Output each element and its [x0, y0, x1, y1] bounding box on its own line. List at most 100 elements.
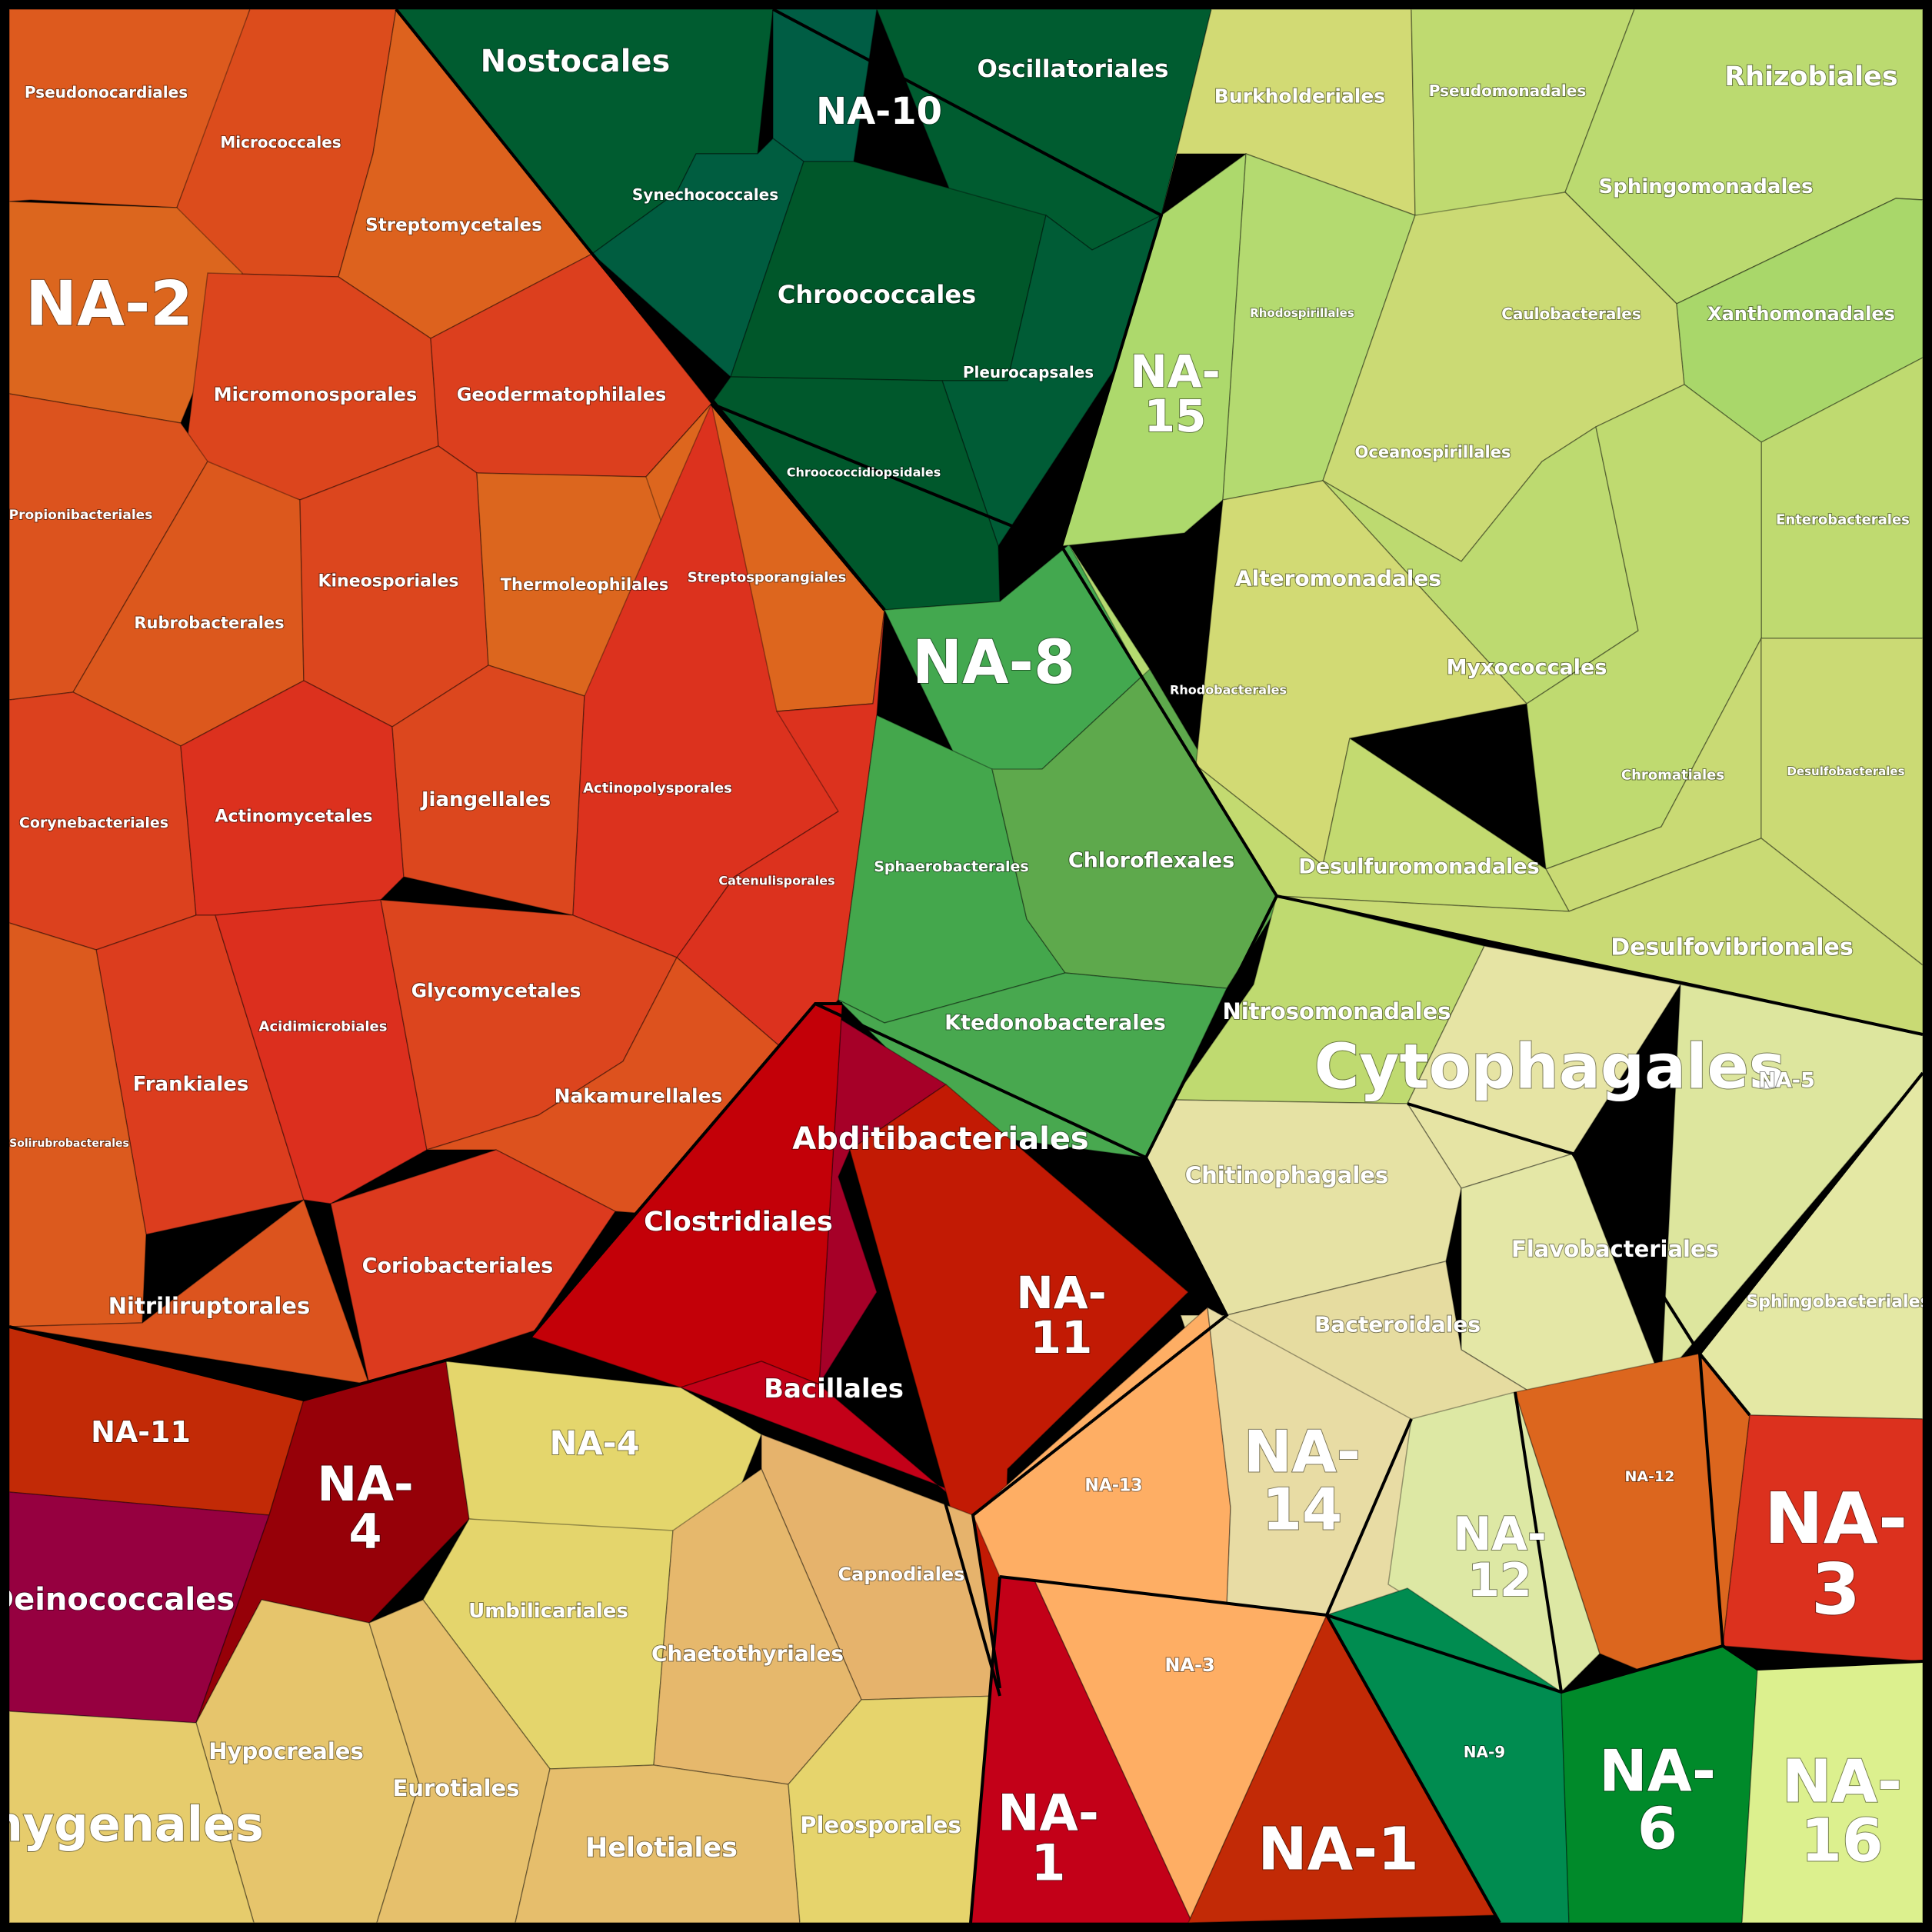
cell-label-streptomycetales: Streptomycetales	[365, 215, 542, 235]
cell-label-chromatiales: Chromatiales	[1621, 768, 1724, 784]
cell-label-rubrobacterales: Rubrobacterales	[134, 614, 284, 632]
cell-label-na-8: NA-8	[912, 628, 1075, 698]
cell-label-pseudonocardiales: Pseudonocardiales	[25, 83, 188, 102]
cell-label-chroococcidiopsidales: Chroococcidiopsidales	[787, 465, 941, 480]
cell-label-desulfuromonadales: Desulfuromonadales	[1298, 855, 1539, 879]
cell-label-kineosporiales: Kineosporiales	[318, 572, 458, 591]
cell-label-thermales: NA-4	[317, 1456, 414, 1560]
cell-label-planctomycetales: NA-14	[1244, 1418, 1361, 1544]
group-border	[1144, 895, 1278, 1158]
cell-label-oceanospirillales: Oceanospirillales	[1355, 443, 1511, 461]
cell-label-chroococcales: Chroococcales	[778, 280, 976, 309]
group-border	[395, 8, 886, 611]
cell-label-alteromonadales: Alteromonadales	[1235, 566, 1441, 591]
cell-label-caulobacterales: Caulobacterales	[1501, 305, 1641, 323]
cell-label-glycomycetales: Glycomycetales	[411, 980, 581, 1002]
cell-label-helotiales: Helotiales	[585, 1833, 738, 1864]
cell-label-streptosporangiales: Streptosporangiales	[688, 570, 847, 586]
group-border	[814, 1002, 1229, 1689]
cell-label-na-9: NA-9	[1464, 1743, 1505, 1761]
cell-synechococcales	[591, 138, 804, 378]
group-border	[941, 1491, 1001, 1697]
cell-label-nitrosomonadales: Nitrosomonadales	[1222, 998, 1451, 1024]
cell-label-na-10: NA-10	[816, 90, 942, 133]
cell-label-deinococcales: Deinococcales	[0, 1582, 235, 1617]
cell-label-na-14: NA-12	[1453, 1507, 1547, 1607]
cell-label-micromonosporales: Micromonosporales	[214, 384, 418, 405]
cell-label-myxococcales: Myxococcales	[1447, 656, 1607, 680]
group-border	[710, 402, 1062, 611]
cell-label-propionibacteriales: Propionibacteriales	[9, 508, 153, 523]
cell-label-xanthomonadales: Xanthomonadales	[1707, 303, 1895, 325]
cell-chloroflexales	[991, 668, 1285, 989]
cell-label-abditibacteriales: Abditibacteriales	[792, 1121, 1088, 1157]
cell-label-na-13: NA-13	[1084, 1477, 1142, 1496]
cell-label-na-2: NA-2	[25, 268, 193, 340]
cell-label-acidimicrobiales: Acidimicrobiales	[259, 1019, 388, 1035]
group-border	[1697, 1348, 1751, 1647]
cell-label-na-11: NA-11	[91, 1415, 191, 1449]
group-borders-layer	[8, 8, 1924, 1924]
cell-label-acidobacteriales: NA-1	[998, 1784, 1099, 1892]
cell-label-synechococcales: Synechococcales	[632, 185, 778, 204]
cell-label-na-1: NA-1	[1257, 1816, 1419, 1884]
cell-label-coriobacteriales: Coriobacteriales	[362, 1254, 554, 1278]
cell-label-thermoleophilales: Thermoleophilales	[501, 575, 669, 594]
cell-label-na-15: NA-15	[1130, 345, 1221, 442]
cell-label-nitriliruptorales: Nitriliruptorales	[108, 1293, 310, 1319]
cell-label-geodermatophilales: Geodermatophilales	[457, 384, 667, 405]
cell-label-catenulisporales: Catenulisporales	[718, 874, 834, 888]
cell-label-na-6: NA-16	[1782, 1747, 1902, 1875]
cell-label-micrococcales: Micrococcales	[220, 133, 341, 152]
cell-label-pseudomonadales: Pseudomonadales	[1429, 82, 1587, 100]
cell-label-rhodospirillales: Rhodospirillales	[1250, 306, 1354, 320]
cell-label-onygenales: Onygenales	[0, 1797, 264, 1853]
cell-label-hypocreales: Hypocreales	[208, 1738, 363, 1764]
cell-label-bacteroidales: Bacteroidales	[1314, 1312, 1481, 1337]
cell-label-rhizobiales: Rhizobiales	[1724, 62, 1898, 92]
cell-acidimicrobiales	[215, 899, 428, 1204]
cell-label-solirubrobacterales: Solirubrobacterales	[9, 1138, 129, 1150]
cell-label-microthamniales: NA-6	[1599, 1737, 1716, 1863]
group-border	[1407, 1071, 1924, 1357]
cell-label-chitinophagales: Chitinophagales	[1185, 1162, 1388, 1188]
cell-label-gemmatimonadales: NA-3	[1764, 1477, 1907, 1631]
cell-label-enterobacterales: Enterobacterales	[1776, 512, 1910, 528]
cell-label-jiangellales: Jiangellales	[420, 788, 551, 811]
cell-label-ktedonobacterales: Ktedonobacterales	[944, 1011, 1166, 1035]
cell-label-nakamurellales: Nakamurellales	[555, 1085, 723, 1108]
cell-label-sphaerobacterales: Sphaerobacterales	[874, 858, 1029, 875]
cell-label-umbilicariales: Umbilicariales	[468, 1600, 628, 1623]
cell-label-lactobacillales: NA-11	[1016, 1267, 1107, 1364]
group-border	[772, 8, 1164, 547]
cell-label-actinopolysporales: Actinopolysporales	[583, 781, 732, 797]
cell-label-burkholderiales: Burkholderiales	[1214, 85, 1385, 108]
cell-label-chaetothyriales: Chaetothyriales	[651, 1641, 844, 1667]
cell-myxococcales	[1526, 384, 1762, 870]
cell-pleurocapsales	[941, 215, 1162, 547]
cell-label-pleurocapsales: Pleurocapsales	[963, 363, 1094, 381]
cell-label-frankiales: Frankiales	[133, 1073, 249, 1096]
cell-label-actinomycetales: Actinomycetales	[215, 808, 372, 827]
cell-label-oscillatoriales: Oscillatoriales	[977, 55, 1168, 83]
cell-label-clostridiales: Clostridiales	[644, 1207, 833, 1237]
cell-label-na-5: NA-5	[1758, 1069, 1815, 1093]
cell-label-desulfovibrionales: Desulfovibrionales	[1611, 934, 1854, 961]
cell-label-chloroflexales: Chloroflexales	[1068, 849, 1234, 873]
cell-label-flavobacteriales: Flavobacteriales	[1511, 1236, 1719, 1262]
cell-label-na-12: NA-12	[1625, 1468, 1675, 1485]
cell-label-pleosporales: Pleosporales	[800, 1812, 961, 1838]
labels-layer: Pseudonocardiales Micrococcales NA-2 Strept…	[0, 43, 1931, 1893]
group-border	[8, 1002, 842, 1402]
cell-nitriliruptorales	[8, 1199, 370, 1385]
cell-label-bacillales: Bacillales	[764, 1374, 904, 1404]
cell-label-sphingomonadales: Sphingomonadales	[1599, 175, 1814, 198]
cell-label-capnodiales: Capnodiales	[838, 1564, 965, 1585]
cell-label-cytophagales: Cytophagales	[1314, 1031, 1786, 1103]
cell-label-na-4: NA-4	[549, 1424, 639, 1463]
cell-label-eurotiales: Eurotiales	[393, 1775, 520, 1801]
group-border	[1514, 1391, 1563, 1693]
cell-label-na-3: NA-3	[1164, 1654, 1214, 1676]
